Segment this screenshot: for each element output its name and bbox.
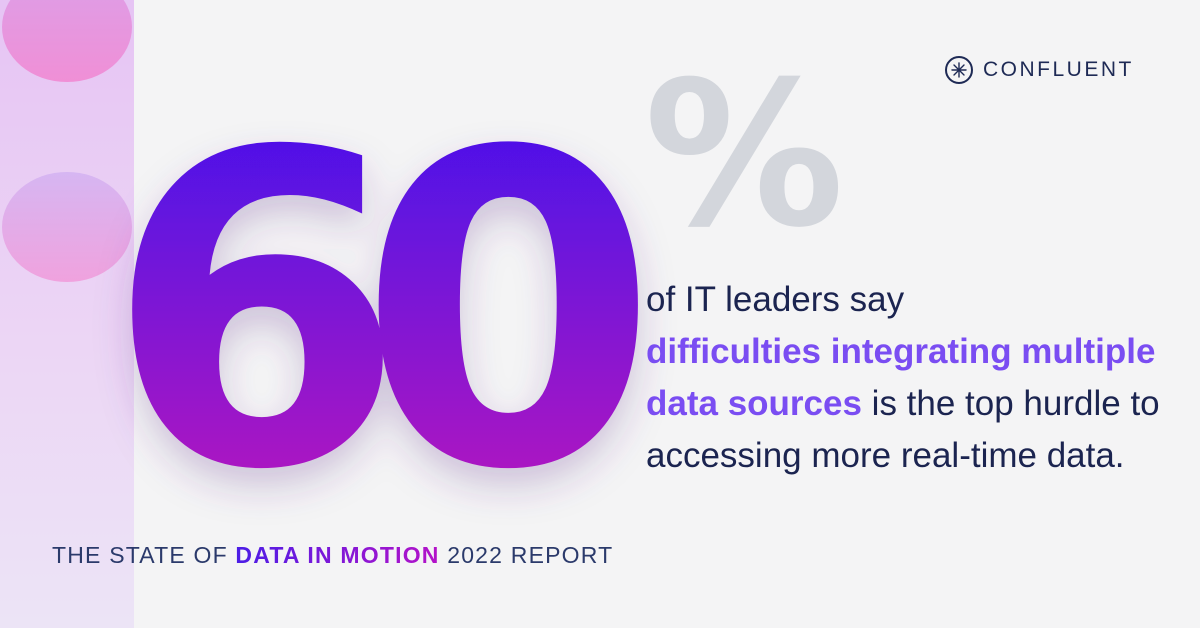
percent-sign: % (644, 39, 845, 272)
stat-number-text: 60 (105, 61, 641, 564)
report-title-highlight: DATA IN MOTION (235, 542, 440, 568)
decorative-circle-middle (2, 172, 132, 282)
brand-name: CONFLUENT (983, 58, 1134, 81)
confluent-logo: CONFLUENT (945, 56, 1134, 84)
report-title: THE STATE OF DATA IN MOTION 2022 REPORT (52, 542, 613, 569)
statement-intro: of IT leaders say (646, 280, 905, 319)
statement-rest: is the top hurdle to accessing more real… (646, 384, 1160, 475)
report-title-suffix: 2022 REPORT (447, 542, 614, 568)
big-stat-number: 60 (105, 61, 689, 564)
confluent-logo-icon (945, 56, 973, 84)
decorative-side-band (0, 0, 134, 628)
statement-highlight: difficulties integrating multiple data s… (646, 332, 1156, 423)
report-title-prefix: THE STATE OF (52, 542, 228, 568)
stat-statement: of IT leaders say difficulties integrati… (646, 274, 1186, 482)
